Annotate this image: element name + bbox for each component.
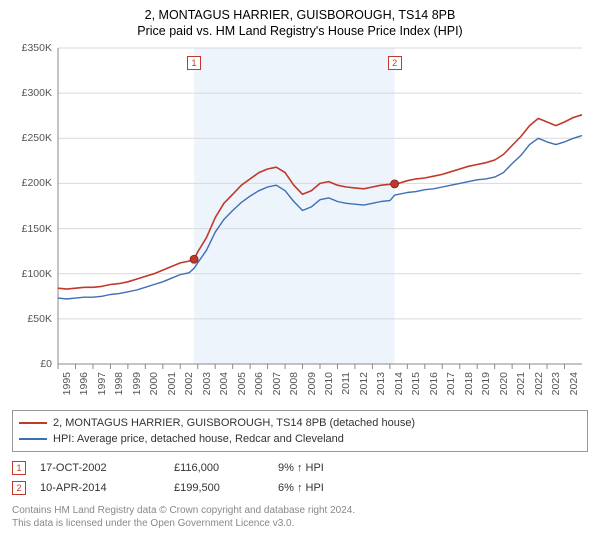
- x-axis-tick-label: 2019: [480, 372, 492, 395]
- x-axis-tick-label: 2000: [148, 372, 160, 395]
- y-axis-tick-label: £150K: [12, 223, 52, 235]
- title-block: 2, MONTAGUS HARRIER, GUISBOROUGH, TS14 8…: [12, 8, 588, 38]
- x-axis-tick-label: 1995: [61, 372, 73, 395]
- x-axis-tick-label: 2016: [428, 372, 440, 395]
- legend-swatch-hpi: [19, 438, 47, 440]
- y-axis-tick-label: £0: [12, 358, 52, 370]
- x-axis-tick-label: 2003: [201, 372, 213, 395]
- x-axis-tick-label: 2010: [323, 372, 335, 395]
- x-axis-tick-label: 2023: [550, 372, 562, 395]
- x-axis-tick-label: 2018: [463, 372, 475, 395]
- footnote-line2: This data is licensed under the Open Gov…: [12, 517, 588, 530]
- legend-item: HPI: Average price, detached house, Redc…: [19, 431, 581, 447]
- legend-item: 2, MONTAGUS HARRIER, GUISBOROUGH, TS14 8…: [19, 415, 581, 431]
- chart-title-subtitle: Price paid vs. HM Land Registry's House …: [12, 24, 588, 38]
- line-chart-svg: [12, 44, 588, 406]
- y-axis-tick-label: £250K: [12, 132, 52, 144]
- sale-marker-callout: 1: [187, 56, 201, 70]
- x-axis-tick-label: 2015: [410, 372, 422, 395]
- x-axis-tick-label: 2008: [288, 372, 300, 395]
- sales-table: 1 17-OCT-2002 £116,000 9% ↑ HPI 2 10-APR…: [12, 458, 588, 498]
- x-axis-tick-label: 2006: [253, 372, 265, 395]
- x-axis-tick-label: 2002: [183, 372, 195, 395]
- footnote: Contains HM Land Registry data © Crown c…: [12, 504, 588, 530]
- x-axis-tick-label: 2021: [515, 372, 527, 395]
- chart-container: 2, MONTAGUS HARRIER, GUISBOROUGH, TS14 8…: [0, 0, 600, 560]
- legend-label-hpi: HPI: Average price, detached house, Redc…: [53, 433, 344, 445]
- sale-date: 17-OCT-2002: [40, 462, 160, 474]
- y-axis-tick-label: £50K: [12, 313, 52, 325]
- x-axis-tick-label: 1996: [78, 372, 90, 395]
- sale-delta: 6% ↑ HPI: [278, 482, 368, 494]
- x-axis-tick-label: 2022: [533, 372, 545, 395]
- x-axis-tick-label: 1998: [113, 372, 125, 395]
- sale-marker-badge: 2: [12, 481, 26, 495]
- sale-marker-badge: 1: [12, 461, 26, 475]
- chart-area: £0 £50K £100K £150K £200K £250K £300K £350K 1995…: [12, 44, 588, 406]
- sales-row: 1 17-OCT-2002 £116,000 9% ↑ HPI: [12, 458, 588, 478]
- y-axis-tick-label: £100K: [12, 268, 52, 280]
- x-axis-tick-label: 2005: [236, 372, 248, 395]
- y-axis-tick-label: £200K: [12, 177, 52, 189]
- legend-label-property: 2, MONTAGUS HARRIER, GUISBOROUGH, TS14 8…: [53, 417, 415, 429]
- x-axis-tick-label: 2004: [218, 372, 230, 395]
- x-axis-tick-label: 2009: [306, 372, 318, 395]
- x-axis-tick-label: 2020: [498, 372, 510, 395]
- y-axis-tick-label: £300K: [12, 87, 52, 99]
- x-axis-tick-label: 2024: [568, 372, 580, 395]
- x-axis-tick-label: 1997: [96, 372, 108, 395]
- sale-price: £116,000: [174, 462, 264, 474]
- x-axis-tick-label: 2001: [166, 372, 178, 395]
- sale-date: 10-APR-2014: [40, 482, 160, 494]
- x-axis-tick-label: 2014: [393, 372, 405, 395]
- x-axis-tick-label: 2017: [445, 372, 457, 395]
- x-axis-tick-label: 2011: [340, 372, 352, 395]
- legend-swatch-property: [19, 422, 47, 424]
- x-axis-tick-label: 2013: [375, 372, 387, 395]
- sale-marker-callout: 2: [388, 56, 402, 70]
- x-axis-tick-label: 2007: [271, 372, 283, 395]
- chart-title-address: 2, MONTAGUS HARRIER, GUISBOROUGH, TS14 8…: [12, 8, 588, 22]
- sale-delta: 9% ↑ HPI: [278, 462, 368, 474]
- x-axis-tick-label: 1999: [131, 372, 143, 395]
- footnote-line1: Contains HM Land Registry data © Crown c…: [12, 504, 588, 517]
- sale-price: £199,500: [174, 482, 264, 494]
- x-axis-tick-label: 2012: [358, 372, 370, 395]
- y-axis-tick-label: £350K: [12, 42, 52, 54]
- legend: 2, MONTAGUS HARRIER, GUISBOROUGH, TS14 8…: [12, 410, 588, 452]
- sales-row: 2 10-APR-2014 £199,500 6% ↑ HPI: [12, 478, 588, 498]
